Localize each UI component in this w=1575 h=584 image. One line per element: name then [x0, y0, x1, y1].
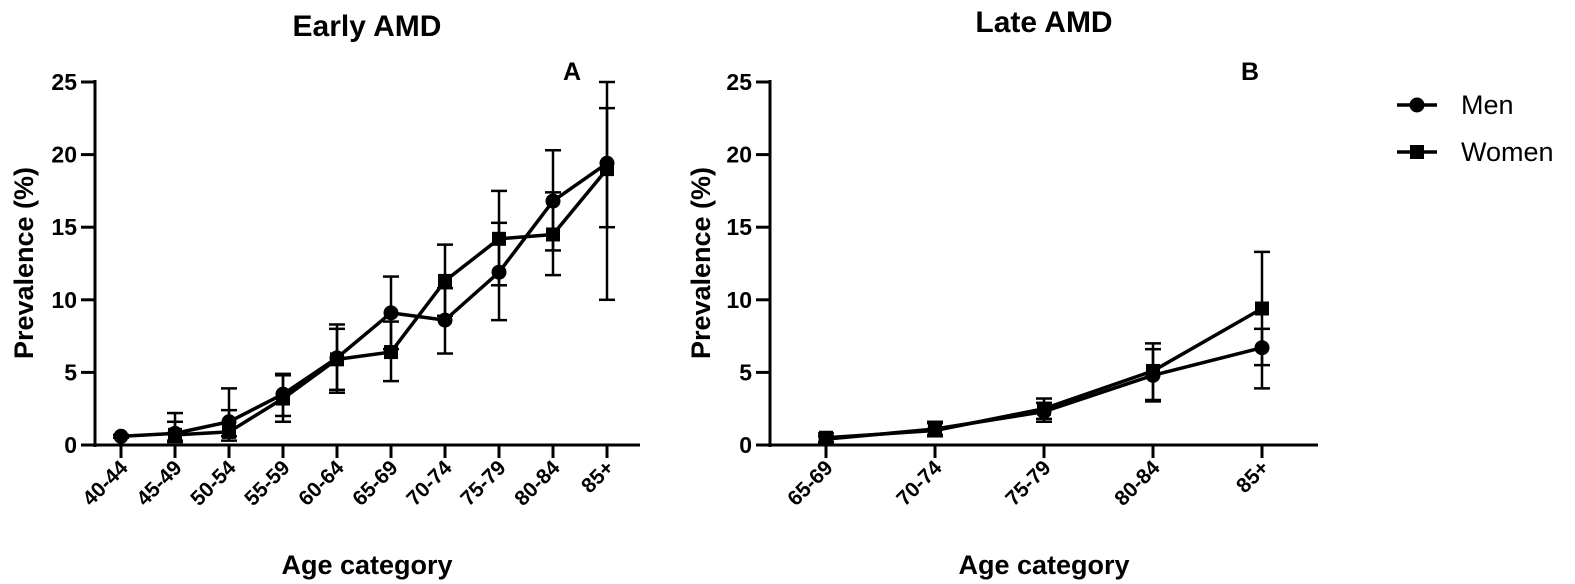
x-ticks: 40-44 45-49 50-54 55-59 60-64 65-69 70-74 75-79…	[78, 445, 619, 511]
y-tick-label: 5	[739, 359, 752, 385]
y-tick-label: 20	[726, 142, 752, 168]
x-tick-label: 55-59	[240, 456, 294, 510]
data-point	[928, 423, 942, 438]
data-point	[330, 352, 344, 367]
y-ticks: 0 5 10 15 20 25	[726, 69, 770, 458]
data-point	[384, 345, 398, 360]
x-tick-label: 75-79	[1001, 456, 1055, 510]
data-point	[438, 273, 452, 288]
legend-label: Men	[1461, 90, 1514, 120]
plot-area	[113, 80, 615, 444]
data-point	[600, 162, 614, 177]
series-line	[120, 161, 609, 439]
y-axis-label: Prevalence (%)	[9, 167, 39, 359]
y-tick-label: 0	[64, 432, 77, 458]
legend-label: Women	[1461, 137, 1554, 167]
data-point	[383, 305, 399, 321]
data-point	[1146, 363, 1160, 378]
series-women	[818, 250, 1270, 445]
y-tick-label: 10	[51, 287, 77, 313]
legend-marker-circle	[1409, 97, 1425, 113]
y-ticks: 0 5 10 15 20 25	[51, 69, 95, 458]
x-axis-label: Age category	[958, 550, 1129, 580]
chart-title: Early AMD	[293, 10, 442, 43]
data-point	[168, 427, 182, 442]
y-tick-label: 10	[726, 287, 752, 313]
panel-early-amd: Early AMD A Prevalence (%) Age category …	[9, 10, 640, 580]
y-axis-label: Prevalence (%)	[686, 167, 716, 359]
x-tick-label: 75-79	[456, 456, 510, 510]
y-tick-label: 5	[64, 359, 77, 385]
y-tick-label: 20	[51, 142, 77, 168]
data-point	[113, 428, 129, 444]
series-men	[113, 106, 615, 444]
x-tick-label: 65-69	[783, 456, 837, 510]
x-tick-label: 80-84	[510, 456, 564, 510]
x-tick-label: 45-49	[132, 456, 186, 510]
data-point	[1255, 301, 1269, 316]
x-tick-label: 85+	[1232, 456, 1273, 497]
y-tick-label: 0	[739, 432, 752, 458]
x-tick-label: 85+	[577, 456, 618, 497]
series-men	[818, 327, 1270, 447]
x-tick-label: 65-69	[348, 456, 402, 510]
data-point	[222, 424, 236, 439]
y-tick-label: 25	[51, 69, 77, 95]
data-point	[1037, 401, 1051, 416]
x-tick-label: 80-84	[1110, 456, 1164, 510]
data-point	[546, 227, 560, 242]
legend: Men Women	[1397, 90, 1554, 167]
x-tick-label: 40-44	[78, 456, 132, 510]
plot-area	[818, 250, 1270, 447]
legend-item-men: Men	[1397, 90, 1514, 120]
chart-title: Late AMD	[975, 6, 1112, 39]
y-tick-label: 15	[51, 214, 77, 240]
series-women	[167, 80, 615, 444]
legend-item-women: Women	[1397, 137, 1554, 167]
data-point	[819, 430, 833, 445]
panel-label: B	[1241, 58, 1259, 86]
panel-late-amd: Late AMD B Prevalence (%) Age category 0…	[686, 6, 1318, 580]
x-tick-label: 50-54	[186, 456, 240, 510]
x-ticks: 65-69 70-74 75-79 80-84 85+	[783, 445, 1274, 511]
x-tick-label: 70-74	[402, 456, 456, 510]
data-point	[276, 391, 290, 406]
y-tick-label: 25	[726, 69, 752, 95]
legend-marker-square	[1410, 145, 1424, 159]
y-tick-label: 15	[726, 214, 752, 240]
x-tick-label: 70-74	[892, 456, 946, 510]
x-tick-label: 60-64	[294, 456, 348, 510]
x-axis-label: Age category	[281, 550, 452, 580]
data-point	[492, 231, 506, 246]
series-line	[825, 346, 1263, 441]
panel-label: A	[563, 58, 581, 86]
